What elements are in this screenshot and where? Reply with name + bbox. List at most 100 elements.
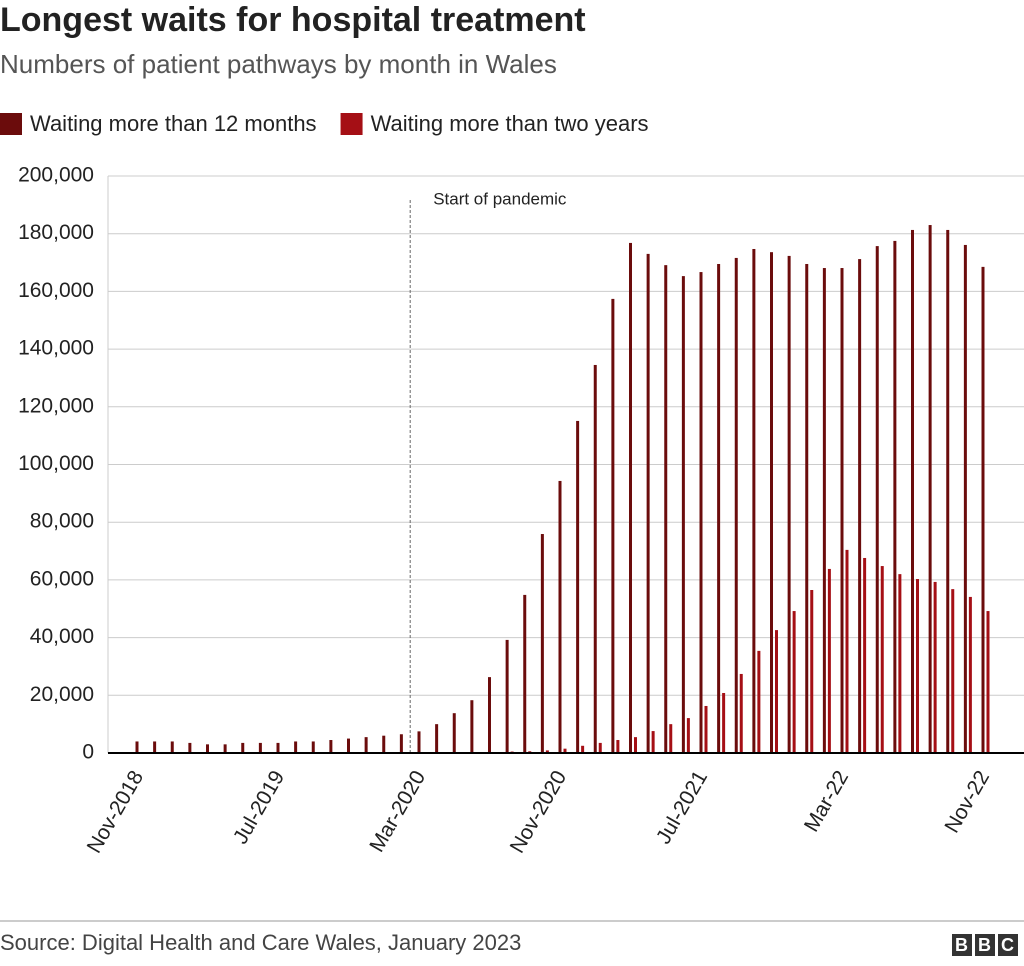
bar [563,748,567,753]
source: Source: Digital Health and Care Wales, J… [0,930,521,955]
bar [276,742,280,753]
y-tick-label: 80,000 [30,510,94,533]
y-tick-label: 20,000 [30,683,94,706]
chart-subtitle: Numbers of patient pathways by month in … [0,49,557,79]
legend-swatch [340,113,363,135]
bar [787,255,791,754]
bar [827,568,831,753]
bar [946,229,950,754]
bar [757,650,761,753]
x-tick-label: Nov-2020 [506,767,571,857]
y-tick-label: 100,000 [18,452,94,475]
bar [805,263,809,753]
bar [258,742,262,753]
bar [153,741,157,753]
bar [616,740,620,753]
bar [669,724,673,753]
bar [241,742,245,753]
legend-label: Waiting more than two years [371,111,649,136]
bar [986,611,990,753]
bar [699,272,703,753]
x-tick-label: Jul-2021 [652,767,712,848]
logo: BBC [952,934,1024,956]
bar [545,750,549,753]
bar [523,594,527,753]
bar [664,265,668,753]
bar [347,738,350,753]
bar [686,718,690,753]
bar [364,737,368,753]
bar [752,248,756,754]
bar [382,735,386,753]
bar [598,742,602,753]
bar [911,229,914,754]
legend-swatch [0,113,22,135]
bar [875,246,879,753]
bar [206,744,209,753]
bar [951,589,955,753]
bar [558,480,562,753]
bar [717,263,721,753]
x-tick-label: Mar-22 [800,767,853,836]
bar [135,741,139,753]
bar [294,741,298,753]
y-tick-label: 0 [82,741,94,764]
bar [417,731,421,753]
bar [634,737,637,753]
bar [893,240,897,754]
bar [540,534,544,753]
bar [681,276,685,753]
bar [452,713,456,753]
bar [581,745,585,753]
bar [928,225,932,754]
bar [981,266,985,753]
bar [488,677,491,753]
bar [822,268,826,753]
logo-box [975,934,995,956]
bar [311,741,315,753]
bar [863,557,867,753]
y-tick-label: 180,000 [18,221,94,244]
bar [792,611,796,753]
bar [845,549,849,753]
bar [188,742,192,753]
bar [470,700,474,753]
bar [722,692,726,753]
bar [775,630,778,753]
bar [840,268,844,753]
bar [505,639,509,753]
logo-box [952,934,972,956]
bar [435,724,439,753]
bar [880,566,884,753]
logo-text: BBC [955,935,1024,955]
bar [739,673,743,753]
bar [611,298,615,753]
chart-title: Longest waits for hospital treatment [0,1,586,39]
bar [810,589,814,753]
y-tick-label: 60,000 [30,567,94,590]
bar [734,257,738,753]
bar [898,574,902,753]
logo-box [998,934,1018,956]
y-tick-label: 120,000 [18,394,94,417]
bar [223,744,227,753]
bar [963,244,967,753]
bar [329,740,333,753]
y-tick-label: 140,000 [18,337,94,360]
y-tick-label: 160,000 [18,279,94,302]
x-tick-label: Mar-2020 [365,767,430,856]
bar [651,731,655,753]
bar [646,253,650,753]
bar [968,596,972,753]
bar [576,420,580,753]
legend-label: Waiting more than 12 months [30,111,317,136]
y-tick-label: 40,000 [30,625,94,648]
bar [593,364,597,753]
x-tick-label: Nov-22 [940,767,994,837]
x-tick-label: Jul-2019 [229,767,289,848]
x-tick-label: Nov-2018 [83,767,148,857]
bar [170,741,174,753]
bar [704,705,708,753]
bar [916,579,919,753]
